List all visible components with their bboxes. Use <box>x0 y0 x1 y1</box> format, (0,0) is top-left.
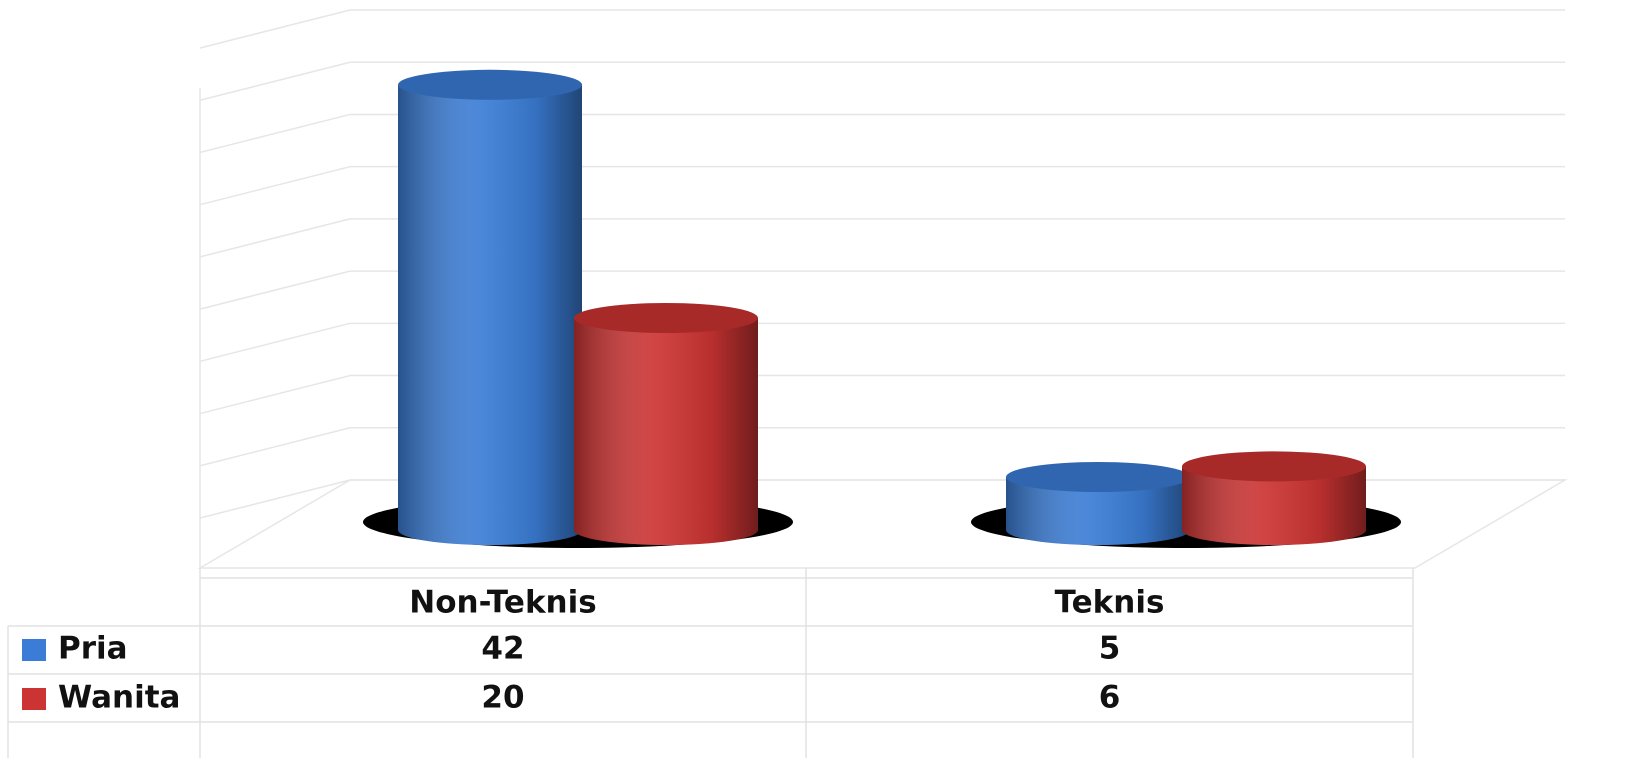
category-label: Teknis <box>1055 585 1165 621</box>
side-grid-line <box>199 479 351 519</box>
side-grid-line <box>199 322 351 363</box>
bar-shade <box>1006 477 1190 545</box>
legend-swatch <box>22 688 46 710</box>
side-grid-line <box>199 165 351 206</box>
bar-top <box>398 69 582 100</box>
bar-shade <box>1182 466 1366 545</box>
legend-label: Pria <box>58 631 128 667</box>
side-grid-line <box>199 270 351 310</box>
bar-top <box>1182 451 1366 482</box>
side-grid-line <box>199 218 351 258</box>
bar-top-shade <box>1006 462 1190 492</box>
bar-shade <box>398 84 582 546</box>
legend-swatch <box>22 639 46 661</box>
table-value: 20 <box>481 680 524 716</box>
table-value: 5 <box>1099 631 1121 667</box>
bar-shade <box>574 318 758 545</box>
side-grid-line <box>199 61 351 101</box>
bar-top <box>574 303 758 333</box>
bar-top-shade <box>398 69 582 100</box>
side-grid-line <box>199 113 351 154</box>
side-grid-line <box>199 427 351 467</box>
side-grid-line <box>199 374 351 415</box>
table-value: 42 <box>481 631 524 667</box>
legend-label: Wanita <box>58 680 180 716</box>
category-label: Non-Teknis <box>409 585 596 621</box>
side-grid-line <box>199 9 351 49</box>
bar-top-shade <box>574 303 758 333</box>
bar-top <box>1006 462 1190 492</box>
bar-top-shade <box>1182 451 1366 482</box>
table-value: 6 <box>1099 680 1121 716</box>
